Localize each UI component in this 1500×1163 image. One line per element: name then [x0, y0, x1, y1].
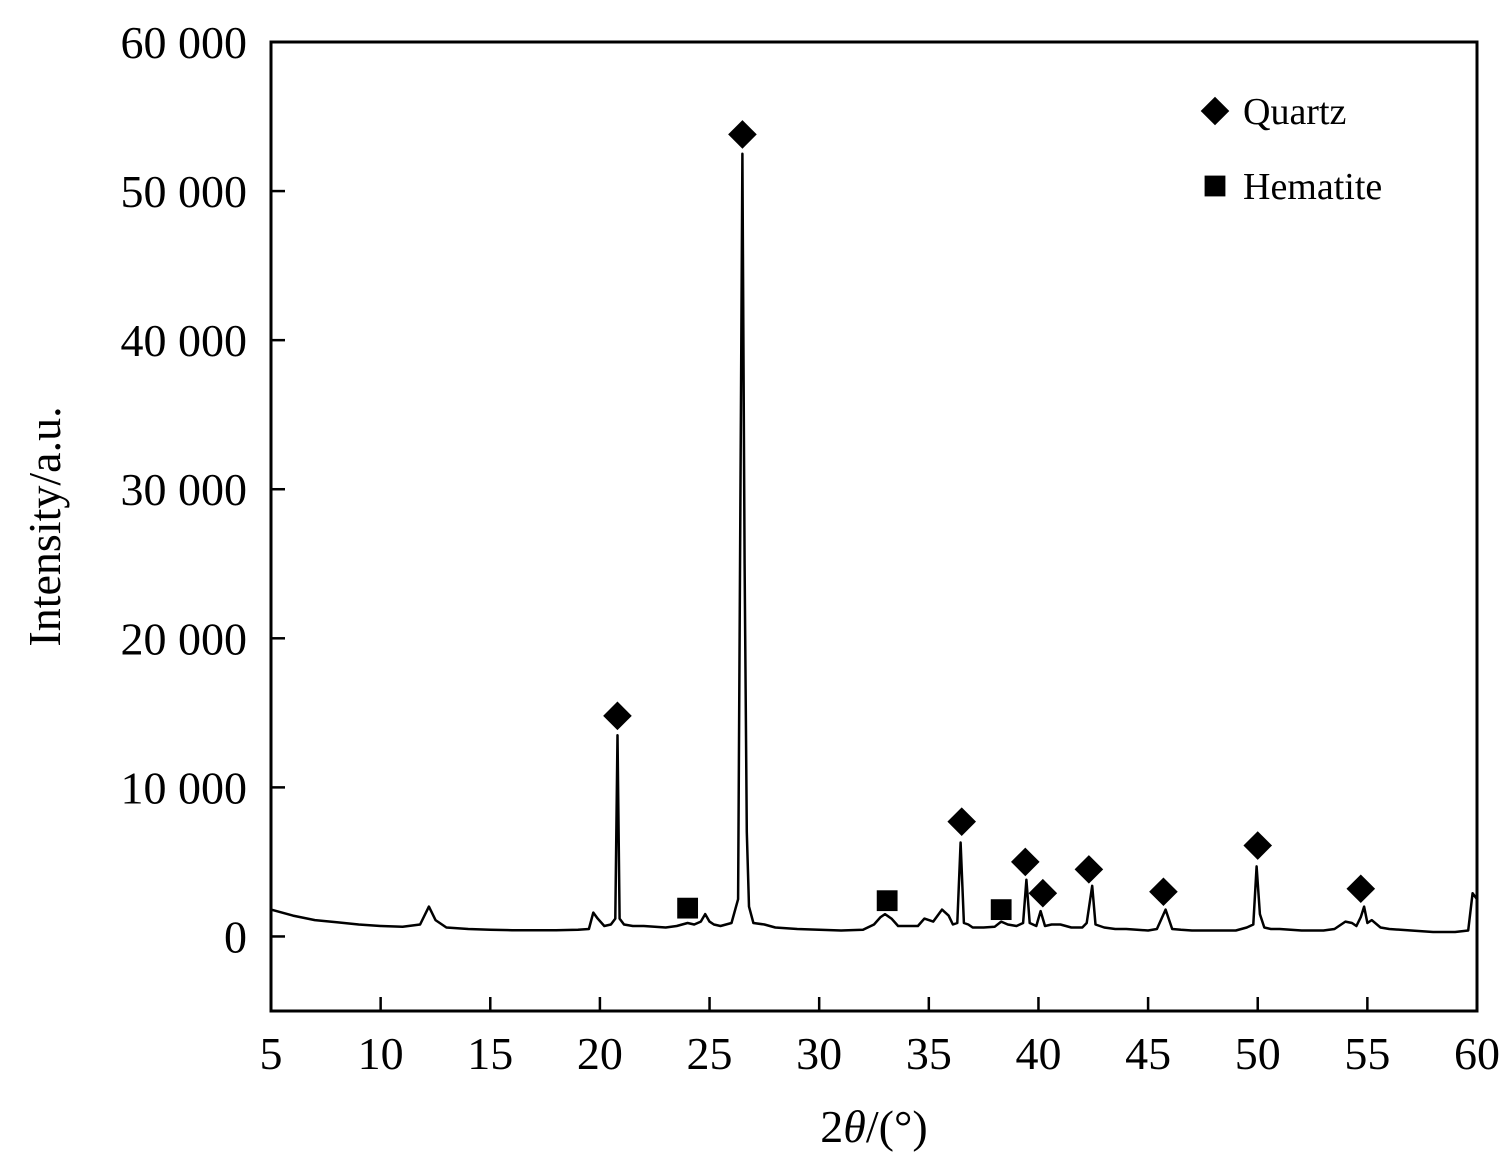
y-tick-label: 20 000 — [121, 613, 248, 664]
hematite-peak-marker — [991, 899, 1012, 920]
hematite-peak-marker — [877, 890, 898, 911]
quartz-peak-marker — [1243, 831, 1272, 860]
x-tick-label: 40 — [1015, 1028, 1061, 1079]
quartz-peak-marker — [1149, 877, 1178, 906]
legend-hematite-symbol — [1205, 176, 1226, 197]
y-tick-label: 40 000 — [121, 315, 248, 366]
y-tick-label: 10 000 — [121, 762, 248, 813]
y-axis-title: Intensity/a.u. — [19, 406, 70, 646]
y-tick-label: 60 000 — [121, 17, 248, 68]
phase-markers — [603, 120, 1375, 920]
quartz-peak-marker — [1346, 874, 1375, 903]
x-tick-label: 25 — [687, 1028, 733, 1079]
y-tick-label: 0 — [224, 911, 247, 962]
quartz-peak-marker — [947, 807, 976, 836]
x-tick-label: 50 — [1235, 1028, 1281, 1079]
y-tick-label: 50 000 — [121, 166, 248, 217]
y-tick-label: 30 000 — [121, 464, 248, 515]
quartz-peak-marker — [1075, 855, 1104, 884]
legend-label: Quartz — [1243, 91, 1346, 133]
hematite-peak-marker — [677, 898, 698, 919]
plot-area — [271, 154, 1477, 932]
x-tick-label: 45 — [1125, 1028, 1171, 1079]
x-tick-label: 35 — [906, 1028, 952, 1079]
legend: Quartz Hematite — [1201, 91, 1383, 208]
legend-quartz-symbol — [1201, 97, 1230, 126]
quartz-peak-marker — [728, 120, 757, 149]
y-axis-ticks: 0 10 000 20 000 30 000 40 000 50 000 60 000 — [121, 17, 286, 962]
x-axis-title-symbol: θ — [843, 1101, 866, 1152]
x-tick-label: 55 — [1344, 1028, 1390, 1079]
x-tick-label: 30 — [796, 1028, 842, 1079]
x-tick-label: 10 — [358, 1028, 404, 1079]
x-axis-title-suffix: /(°) — [866, 1101, 928, 1152]
x-tick-label: 20 — [577, 1028, 623, 1079]
x-axis-ticks: 5 10 15 20 25 30 35 40 45 50 55 60 — [260, 997, 1500, 1079]
legend-label: Hematite — [1243, 166, 1382, 208]
x-tick-label: 15 — [467, 1028, 513, 1079]
x-axis-title-prefix: 2 — [820, 1101, 843, 1152]
quartz-peak-marker — [1011, 848, 1040, 877]
quartz-peak-marker — [603, 702, 632, 731]
x-tick-label: 60 — [1454, 1028, 1500, 1079]
x-tick-label: 5 — [260, 1028, 283, 1079]
x-axis-title: 2θ/(°) — [820, 1101, 927, 1152]
series-line-xrd-pattern — [271, 154, 1477, 932]
quartz-peak-marker — [1029, 879, 1058, 908]
